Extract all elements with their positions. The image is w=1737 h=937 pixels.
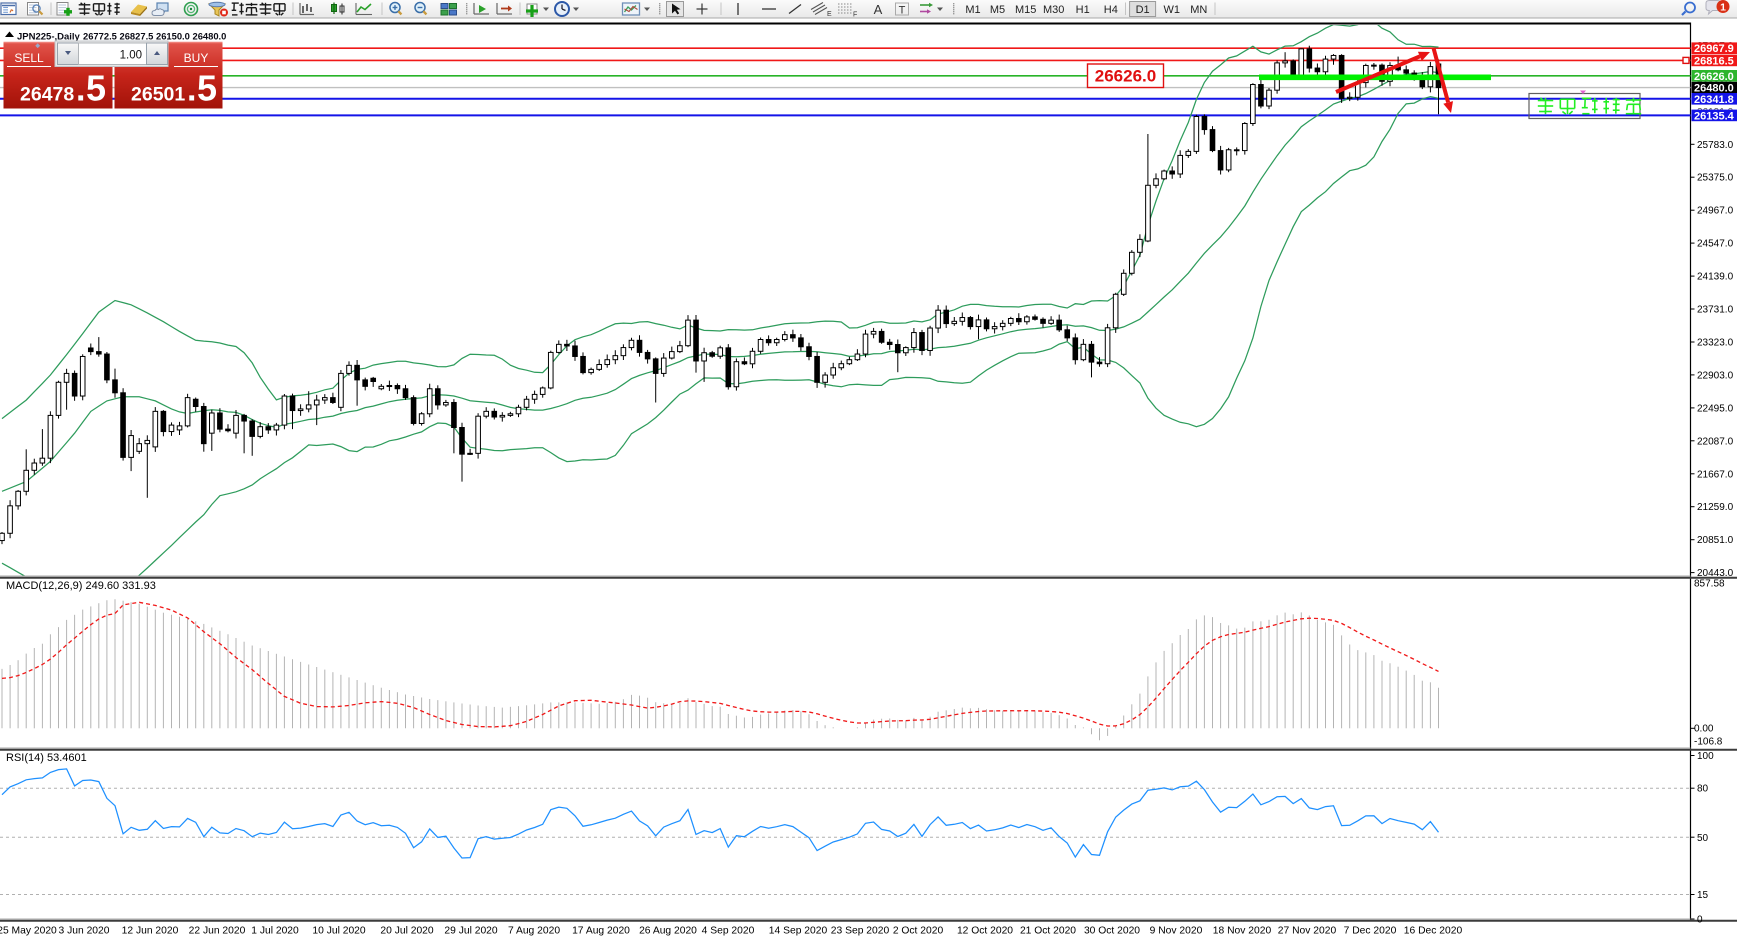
svg-text:-106.8: -106.8 — [1694, 737, 1723, 748]
svg-text:9 Nov 2020: 9 Nov 2020 — [1150, 926, 1203, 937]
svg-text:7 Aug 2020: 7 Aug 2020 — [508, 926, 560, 937]
svg-text:1 Jul 2020: 1 Jul 2020 — [251, 926, 299, 937]
svg-text:100: 100 — [1697, 751, 1714, 762]
svg-text:26501: 26501 — [131, 84, 185, 106]
svg-text:5: 5 — [197, 68, 217, 109]
svg-text:15: 15 — [1697, 890, 1709, 901]
svg-text:26772.5 26827.5 26150.0 26480.: 26772.5 26827.5 26150.0 26480.0 — [83, 31, 226, 42]
svg-text:4 Sep 2020: 4 Sep 2020 — [702, 926, 755, 937]
svg-text:MACD(12,26,9) 249.60 331.93: MACD(12,26,9) 249.60 331.93 — [6, 580, 156, 592]
svg-text:25 May 2020: 25 May 2020 — [0, 926, 57, 937]
svg-text:26480.0: 26480.0 — [1694, 83, 1734, 95]
svg-text:26478: 26478 — [20, 84, 74, 106]
svg-text:27 Nov 2020: 27 Nov 2020 — [1278, 926, 1337, 937]
svg-text:22903.0: 22903.0 — [1697, 370, 1734, 381]
svg-text:H4: H4 — [1104, 4, 1118, 16]
svg-text:3 Jun 2020: 3 Jun 2020 — [59, 926, 110, 937]
svg-text:M5: M5 — [990, 4, 1005, 16]
svg-text:.: . — [187, 71, 196, 109]
svg-text:30 Oct 2020: 30 Oct 2020 — [1084, 926, 1140, 937]
svg-text:23 Sep 2020: 23 Sep 2020 — [831, 926, 890, 937]
svg-text:12 Oct 2020: 12 Oct 2020 — [957, 926, 1013, 937]
svg-text:7 Dec 2020: 7 Dec 2020 — [1344, 926, 1397, 937]
svg-text:26967.9: 26967.9 — [1694, 43, 1734, 55]
svg-text:10 Jul 2020: 10 Jul 2020 — [312, 926, 366, 937]
svg-text:26816.5: 26816.5 — [1694, 55, 1734, 67]
svg-text:22087.0: 22087.0 — [1697, 436, 1734, 447]
svg-text:26626.0: 26626.0 — [1095, 67, 1156, 86]
svg-text:0.00: 0.00 — [1694, 724, 1714, 735]
svg-text:857.58: 857.58 — [1694, 579, 1725, 590]
svg-text:22495.0: 22495.0 — [1697, 403, 1734, 414]
svg-text:21259.0: 21259.0 — [1697, 502, 1734, 513]
svg-text:22 Jun 2020: 22 Jun 2020 — [189, 926, 246, 937]
svg-text:E: E — [827, 11, 832, 18]
svg-text:20443.0: 20443.0 — [1697, 568, 1734, 579]
svg-text:12 Jun 2020: 12 Jun 2020 — [122, 926, 179, 937]
svg-text:.: . — [76, 71, 85, 109]
svg-text:26 Aug 2020: 26 Aug 2020 — [639, 926, 697, 937]
svg-text:80: 80 — [1697, 784, 1709, 795]
svg-text:21667.0: 21667.0 — [1697, 469, 1734, 480]
svg-text:M30: M30 — [1043, 4, 1064, 16]
svg-text:14 Sep 2020: 14 Sep 2020 — [769, 926, 828, 937]
svg-text:50: 50 — [1697, 833, 1709, 844]
svg-text:16 Dec 2020: 16 Dec 2020 — [1404, 926, 1463, 937]
svg-text:24547.0: 24547.0 — [1697, 239, 1734, 250]
svg-text:M15: M15 — [1015, 4, 1036, 16]
svg-text:W1: W1 — [1163, 4, 1180, 16]
svg-text:JPN225-,Daily: JPN225-,Daily — [17, 32, 81, 43]
svg-text:21 Oct 2020: 21 Oct 2020 — [1020, 926, 1076, 937]
svg-text:1: 1 — [1720, 2, 1726, 14]
svg-text:24139.0: 24139.0 — [1697, 272, 1734, 283]
svg-text:2 Oct 2020: 2 Oct 2020 — [893, 926, 944, 937]
svg-text:26626.0: 26626.0 — [1694, 71, 1734, 83]
svg-text:23731.0: 23731.0 — [1697, 305, 1734, 316]
svg-text:5: 5 — [86, 68, 106, 109]
svg-text:18 Nov 2020: 18 Nov 2020 — [1213, 926, 1272, 937]
svg-text:F: F — [853, 12, 857, 19]
svg-text:26341.8: 26341.8 — [1694, 94, 1734, 106]
svg-text:M1: M1 — [965, 4, 980, 16]
svg-text:17 Aug 2020: 17 Aug 2020 — [572, 926, 630, 937]
svg-text:20851.0: 20851.0 — [1697, 535, 1734, 546]
svg-text:20 Jul 2020: 20 Jul 2020 — [380, 926, 434, 937]
svg-text:26135.4: 26135.4 — [1694, 110, 1735, 122]
svg-text:A: A — [874, 2, 883, 17]
svg-text:1.00: 1.00 — [120, 50, 142, 62]
svg-text:25375.0: 25375.0 — [1697, 173, 1734, 184]
svg-text:23323.0: 23323.0 — [1697, 338, 1734, 349]
svg-text:RSI(14) 53.4601: RSI(14) 53.4601 — [6, 752, 87, 764]
svg-text:SELL: SELL — [14, 51, 44, 65]
svg-text:25783.0: 25783.0 — [1697, 140, 1734, 151]
svg-text:29 Jul 2020: 29 Jul 2020 — [444, 926, 498, 937]
svg-text:MN: MN — [1190, 4, 1207, 16]
svg-text:H1: H1 — [1076, 4, 1090, 16]
svg-text:0: 0 — [1697, 915, 1703, 926]
svg-text:D1: D1 — [1136, 4, 1150, 16]
svg-text:BUY: BUY — [184, 51, 209, 65]
svg-text:24967.0: 24967.0 — [1697, 206, 1734, 217]
svg-text:T: T — [899, 5, 906, 17]
